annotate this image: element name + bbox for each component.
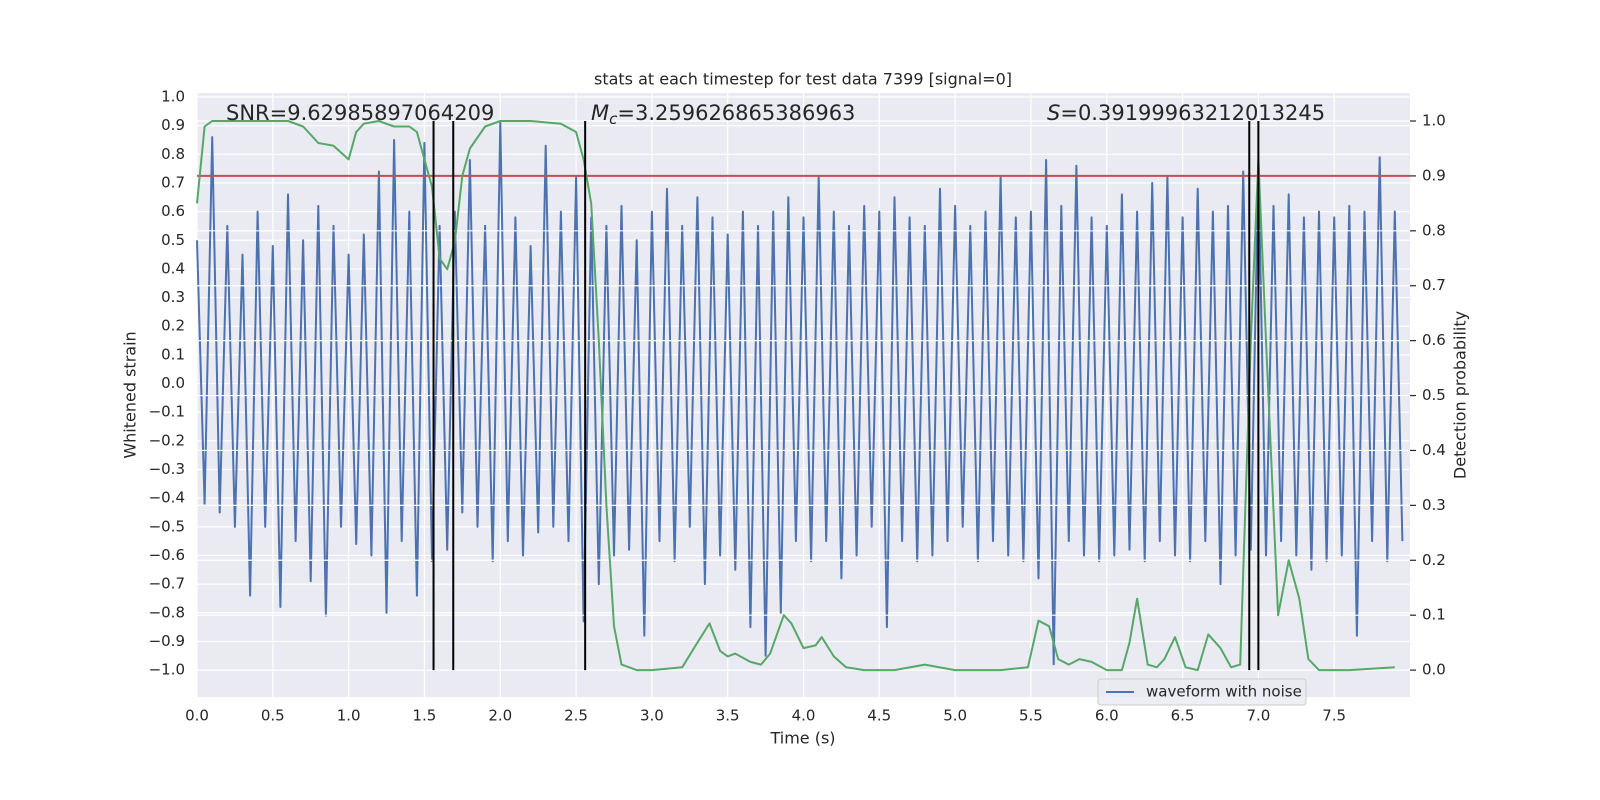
y-tick-label: 0.4 [161, 259, 185, 277]
y2-tick-label: 0.9 [1422, 166, 1446, 184]
x-tick-label: 4.5 [867, 707, 891, 725]
y-tick-label: 0.3 [161, 288, 185, 306]
annotation: S=0.39199963212013245 [1047, 101, 1325, 125]
annotation-symbol: M [591, 101, 609, 125]
x-tick-label: 2.0 [488, 707, 512, 725]
x-tick-label: 7.0 [1246, 707, 1270, 725]
y2-tick-label: 1.0 [1422, 112, 1446, 130]
x-tick-label: 1.5 [413, 707, 437, 725]
legend: waveform with noise [1097, 678, 1307, 706]
y-tick-label: −0.2 [149, 431, 185, 449]
annotation: Mc=3.259626865386963 [591, 101, 855, 128]
y-tick-label: −0.7 [149, 575, 185, 593]
y-tick-label: −1.0 [149, 661, 185, 679]
y2-tick-label: 0.3 [1422, 496, 1446, 514]
x-tick-label: 0.0 [185, 707, 209, 725]
x-axis-label: Time (s) [769, 729, 835, 748]
annotation-text: =3.259626865386963 [617, 101, 855, 125]
y-tick-label: 0.7 [161, 173, 185, 191]
x-tick-label: 0.5 [261, 707, 285, 725]
y-tick-label: 0.1 [161, 345, 185, 363]
y2-tick-label: 0.4 [1422, 441, 1446, 459]
x-tick-label: 5.5 [1019, 707, 1043, 725]
x-tick-label: 7.5 [1322, 707, 1346, 725]
annotation-text: =0.39199963212013245 [1060, 101, 1325, 125]
annotation-text: SNR=9.62985897064209 [226, 101, 494, 125]
y2-axis-label: Detection probability [1451, 311, 1470, 479]
x-tick-label: 2.5 [564, 707, 588, 725]
y-tick-label: −0.8 [149, 603, 185, 621]
y-tick-label: −0.9 [149, 632, 185, 650]
y2-tick-label: 0.1 [1422, 606, 1446, 624]
y-tick-label: −0.1 [149, 403, 185, 421]
x-tick-label: 6.5 [1171, 707, 1195, 725]
data-line [196, 120, 1395, 672]
y-tick-label: −0.5 [149, 517, 185, 535]
y-tick-label: 0.8 [161, 145, 185, 163]
x-tick-label: 4.0 [792, 707, 816, 725]
y2-tick-label: 0.6 [1422, 331, 1446, 349]
y2-tick-label: 0.5 [1422, 386, 1446, 404]
y-tick-label: 0.2 [161, 317, 185, 335]
y2-tick-label: 0.8 [1422, 221, 1446, 239]
legend-box [1097, 678, 1307, 706]
x-tick-label: 6.0 [1095, 707, 1119, 725]
x-tick-label: 3.5 [716, 707, 740, 725]
y-tick-label: 0.5 [161, 231, 185, 249]
x-tick-label: 5.0 [943, 707, 967, 725]
y-tick-label: 1.0 [161, 88, 185, 106]
y2-tick-label: 0.7 [1422, 276, 1446, 294]
annotation-subscript: c [609, 110, 618, 128]
y-tick-label: −0.3 [149, 460, 185, 478]
x-tick-label: 1.0 [337, 707, 361, 725]
y-tick-label: 0.6 [161, 202, 185, 220]
y-axis-label: Whitened strain [121, 331, 140, 458]
y2-tick-label: 0.0 [1422, 661, 1446, 679]
y-tick-label: −0.4 [149, 489, 185, 507]
annotation-symbol: S [1047, 101, 1060, 125]
y2-tick-label: 0.2 [1422, 551, 1446, 569]
annotation: SNR=9.62985897064209 [226, 101, 494, 125]
y-tick-label: −0.6 [149, 546, 185, 564]
y-tick-label: 0.9 [161, 116, 185, 134]
y-tick-label: 0.0 [161, 374, 185, 392]
legend-label: waveform with noise [1146, 683, 1302, 701]
chart-title: stats at each timestep for test data 739… [594, 70, 1012, 89]
x-tick-label: 3.0 [640, 707, 664, 725]
